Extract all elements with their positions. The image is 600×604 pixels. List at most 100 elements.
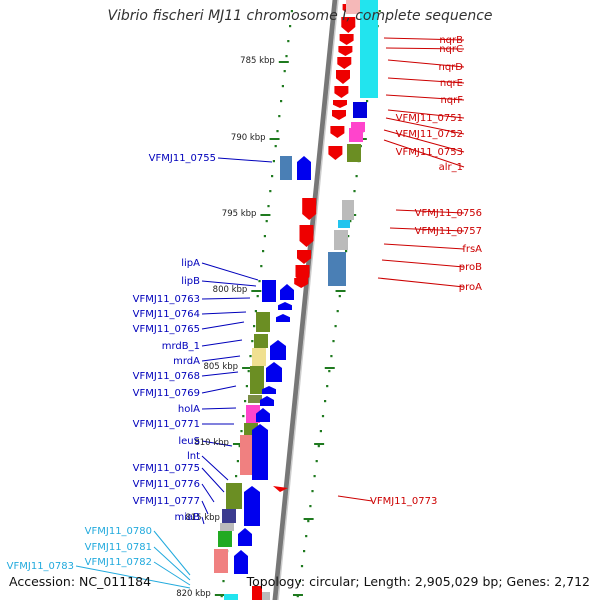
gene-label-forward: VFMJ11_0752 xyxy=(396,129,463,140)
feature-block xyxy=(250,366,264,394)
gene-label-forward: nqrE xyxy=(440,78,463,89)
gene-label-reverse: VFMJ11_0769 xyxy=(133,388,200,399)
leader-line xyxy=(153,530,191,576)
tick-dot-left xyxy=(281,85,284,88)
gene-arrow-red xyxy=(299,225,314,247)
leader-line xyxy=(75,565,191,589)
scale-label: 785 kbp xyxy=(240,56,275,66)
leader-line xyxy=(201,483,215,503)
tick-dot-right xyxy=(298,580,301,583)
gene-label-forward: alr_1 xyxy=(439,162,463,173)
topology-text: Topology: circular; Length: 2,905,029 bp… xyxy=(246,574,590,589)
gene-label-reverse: VFMJ11_0763 xyxy=(133,294,200,305)
gene-label-forward: VFMJ11_0756 xyxy=(415,208,482,219)
feature-block xyxy=(222,509,236,523)
tick-dot-right xyxy=(338,295,341,298)
tick-dot-right xyxy=(319,430,322,433)
feature-block xyxy=(342,200,354,220)
tick-dot-left xyxy=(251,340,254,343)
leader-line xyxy=(337,495,373,502)
leader-line xyxy=(387,109,465,119)
gene-arrow-blue xyxy=(278,302,292,310)
leader-line xyxy=(201,297,251,300)
feature-block xyxy=(226,483,242,509)
feature-block xyxy=(218,531,232,547)
tick-dot-right xyxy=(345,250,348,253)
tick-dot-right xyxy=(349,220,352,223)
gene-label-reverse: VFMJ11_0771 xyxy=(133,419,200,430)
tick-dot-left xyxy=(236,460,239,463)
feature-block xyxy=(351,122,365,132)
tick-dot-left xyxy=(260,265,263,268)
feature-block xyxy=(280,156,292,180)
gene-label-forward: nqrF xyxy=(440,95,463,106)
tick-dot-left xyxy=(263,235,266,238)
gene-arrow-blue xyxy=(262,386,276,394)
tick-dot-left xyxy=(253,325,256,328)
feature-block xyxy=(349,128,363,142)
gene-label-forward: proA xyxy=(459,282,482,293)
feature-block xyxy=(334,230,348,250)
gene-arrow-red xyxy=(337,57,352,69)
scale-label: 820 kbp xyxy=(176,589,211,599)
tick-dot-left xyxy=(267,205,270,208)
tick-dot-right xyxy=(315,460,318,463)
gene-label-forward: nqrC xyxy=(439,44,463,55)
tick-dot-left xyxy=(262,250,265,253)
tick-dot-right xyxy=(353,190,356,193)
leader-line xyxy=(387,59,465,68)
tick-dot-left xyxy=(276,130,279,133)
tick-dot-right xyxy=(305,535,308,538)
gene-arrow-blue xyxy=(256,408,270,422)
tick-dot-left xyxy=(242,415,245,418)
leader-line xyxy=(201,311,247,315)
feature-block xyxy=(214,549,228,573)
gene-features xyxy=(214,0,378,600)
accession-text: Accession: NC_011184 xyxy=(9,574,152,589)
gene-label-reverse: VFMJ11_0764 xyxy=(133,309,200,320)
gene-label-reverse: lipB xyxy=(181,276,200,287)
tick-dot-right xyxy=(336,310,339,313)
tick-dot-right xyxy=(296,595,299,598)
leader-line xyxy=(201,385,237,394)
gene-label-reverse: VFMJ11_0776 xyxy=(133,479,200,490)
leader-line xyxy=(201,440,233,447)
leader-line xyxy=(385,94,465,101)
tick-dot-right xyxy=(324,400,327,403)
gene-arrow-blue xyxy=(276,314,290,322)
gene-label-forward: VFMJ11_0773 xyxy=(370,496,437,507)
scale-label: 815 kbp xyxy=(185,513,220,523)
tick-dot-right xyxy=(334,325,337,328)
gene-arrow-red xyxy=(334,86,349,98)
leader-line xyxy=(201,407,237,410)
tick-dot-left xyxy=(271,175,274,178)
gene-arrow-blue xyxy=(280,284,294,300)
leader-line xyxy=(201,371,239,377)
gene-arrow-blue xyxy=(297,156,311,180)
gene-label-reverse: leuS xyxy=(178,436,200,447)
gene-arrow-blue xyxy=(238,528,252,546)
feature-block xyxy=(224,594,238,600)
tick-dot-left xyxy=(287,40,290,43)
gene-label-rna: VFMJ11_0781 xyxy=(85,542,152,553)
gene-arrow-red xyxy=(333,100,347,108)
scale-label: 800 kbp xyxy=(213,285,248,295)
scale-label: 790 kbp xyxy=(231,133,266,143)
leader-line xyxy=(385,47,465,50)
gene-arrow-blue xyxy=(252,424,268,480)
tick-dot-left xyxy=(258,280,261,283)
feature-block xyxy=(220,523,234,531)
tick-dot-left xyxy=(265,220,268,223)
leader-line xyxy=(389,227,465,232)
feature-block xyxy=(328,252,346,286)
map-title: Vibrio fischeri MJ11 chromosome I, compl… xyxy=(107,8,493,24)
gene-arrow-red xyxy=(332,110,346,120)
gene-arrow-blue xyxy=(266,362,282,382)
gene-label-reverse: VFMJ11_0755 xyxy=(149,153,216,164)
feature-block xyxy=(347,144,361,162)
gene-arrow-red xyxy=(294,278,309,288)
tick-marks xyxy=(214,10,381,598)
leader-line xyxy=(381,259,465,268)
leader-line xyxy=(201,467,225,493)
